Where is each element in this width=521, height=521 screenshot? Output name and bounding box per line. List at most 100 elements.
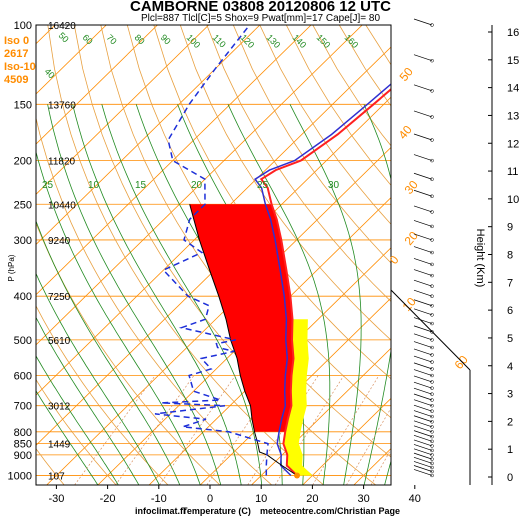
wind-barb: [413, 457, 433, 464]
level-height-label: 5610: [48, 336, 71, 347]
mixing-ratio-line: [74, 375, 156, 485]
mixing-ratio-label: 10: [88, 180, 100, 191]
wind-barb-base: [430, 273, 434, 278]
p-tick-label: 200: [14, 156, 32, 168]
theta-e-label: 120: [239, 32, 257, 50]
p-tick-label: 900: [14, 450, 32, 462]
wind-barb-base: [430, 313, 434, 317]
wind-barb: [413, 415, 433, 423]
p-tick-label: 500: [14, 335, 32, 347]
wind-barb: [413, 348, 433, 356]
dry-adiabat: [36, 305, 169, 485]
mixing-ratio-line: [312, 375, 380, 485]
p-tick-label: 300: [14, 235, 32, 247]
dry-adiabat: [36, 116, 273, 485]
x-tick-label: -10: [151, 493, 167, 505]
mixing-ratio-line: [247, 375, 319, 485]
level-height-label: 1449: [48, 440, 71, 451]
wind-barb-base: [430, 321, 434, 326]
dry-adiabat-label: 30: [402, 177, 422, 196]
wind-barb: [413, 317, 433, 324]
height-tick-label: 8: [507, 250, 513, 262]
wind-barb-base: [430, 262, 434, 267]
iso-label: Iso-10: [4, 61, 36, 73]
wind-barb: [413, 465, 433, 472]
wind-barb: [413, 420, 433, 428]
isotherm-line: [405, 25, 521, 485]
level-height-label: 13760: [48, 100, 76, 111]
iso-label: 4509: [4, 74, 28, 86]
wind-barb-base: [430, 158, 434, 163]
wind-barb-base: [430, 367, 434, 371]
theta-e-label: 60: [81, 32, 95, 46]
wind-barb: [413, 246, 433, 253]
moist-adiabat: [36, 220, 181, 485]
wind-barb-base: [430, 453, 434, 457]
cape-areas: [189, 204, 313, 476]
moist-adiabat: [72, 104, 242, 485]
plot-frame: [35, 24, 392, 486]
wind-barb: [413, 448, 433, 456]
temperature-line: [259, 87, 391, 477]
theta-e-label: 50: [57, 30, 71, 44]
dry-adiabat: [36, 448, 65, 485]
mixing-ratio-line: [206, 375, 281, 485]
dewpoint-line: [154, 25, 269, 476]
wind-barb: [413, 205, 433, 213]
wind-barb-base: [430, 403, 434, 408]
wind-barb-base: [430, 338, 434, 342]
wind-barb: [413, 189, 433, 197]
wind-barb-base: [430, 330, 434, 334]
wind-barb-base: [430, 23, 434, 27]
theta-e-label: 80: [133, 32, 147, 46]
dry-adiabat-label: 40: [396, 122, 416, 141]
dry-adiabat: [259, 25, 391, 225]
wind-barb: [413, 18, 433, 26]
wind-barb-base: [430, 439, 434, 444]
wind-barb: [413, 444, 433, 451]
x-tick-label: 0: [207, 493, 213, 505]
level-height-label: 16420: [48, 21, 76, 32]
wind-barb: [413, 425, 433, 433]
wind-barb: [413, 289, 433, 297]
height-tick-label: 13: [507, 110, 519, 122]
height-tick-label: 4: [507, 361, 513, 373]
wind-barb-base: [430, 224, 434, 229]
isotherm-line: [36, 25, 363, 346]
wind-barb-base: [430, 469, 434, 474]
wind-barb-base: [430, 434, 434, 439]
x-tick-label: -20: [100, 493, 116, 505]
wind-barb: [413, 54, 433, 61]
moist-adiabat: [101, 104, 263, 485]
wind-barb: [413, 404, 433, 412]
wind-barb-base: [430, 461, 434, 466]
wind-barb-base: [430, 398, 434, 402]
x-tick-label: 30: [357, 493, 369, 505]
mixing-ratio-line: [159, 375, 236, 485]
wind-barb-base: [430, 386, 434, 390]
level-height-label: 10440: [48, 200, 76, 211]
wind-barb-base: [430, 138, 434, 142]
isotherm-line: [36, 46, 391, 396]
surface-marker: [294, 472, 301, 479]
wind-barb: [413, 375, 433, 383]
wind-barb: [413, 154, 433, 161]
wind-barb-base: [430, 414, 434, 419]
dry-adiabat-label: 20: [402, 228, 422, 247]
footer-right: meteocentre.com/Christian Page: [260, 506, 401, 516]
wind-barb: [413, 325, 433, 333]
mixing-ratio-label: 30: [328, 180, 340, 191]
moist-adiabat: [36, 150, 201, 485]
level-height-label: 11820: [48, 157, 76, 168]
height-tick-label: 3: [507, 389, 513, 401]
wind-barb: [413, 369, 433, 376]
parcel-line: [189, 204, 298, 476]
height-tick-label: 7: [507, 277, 513, 289]
height-tick-label: 1: [507, 444, 513, 456]
wind-barb: [413, 410, 433, 417]
isotherm-line: [97, 197, 391, 485]
cin-area: [283, 319, 313, 476]
dry-adiabat-label: 60: [452, 352, 472, 371]
wind-barb-base: [430, 194, 434, 199]
